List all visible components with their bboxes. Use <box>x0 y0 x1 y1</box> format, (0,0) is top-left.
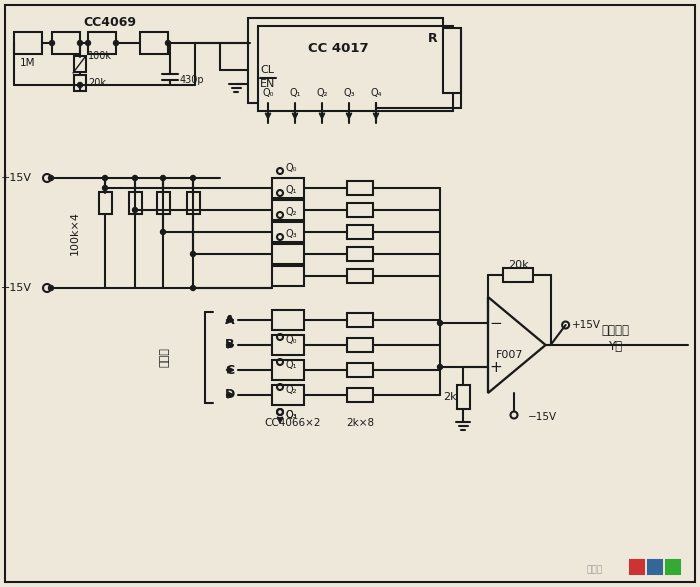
Text: EN: EN <box>260 79 275 89</box>
Circle shape <box>48 176 53 180</box>
Circle shape <box>190 176 195 180</box>
Bar <box>347 363 373 377</box>
Bar <box>129 192 141 214</box>
Bar <box>503 268 533 282</box>
Text: Q₂: Q₂ <box>286 385 297 395</box>
Text: 100k: 100k <box>88 51 112 61</box>
Text: 100k×4: 100k×4 <box>70 211 80 255</box>
Circle shape <box>132 207 137 212</box>
Text: 2k: 2k <box>443 392 457 402</box>
Text: CC4069: CC4069 <box>83 15 136 29</box>
Text: 至示波器: 至示波器 <box>601 323 629 336</box>
Circle shape <box>132 176 137 180</box>
Text: C: C <box>225 363 234 376</box>
Bar <box>88 32 116 54</box>
Bar <box>347 388 373 402</box>
Circle shape <box>165 41 171 46</box>
Text: R: R <box>428 32 438 45</box>
Circle shape <box>102 176 108 180</box>
Bar <box>52 32 80 54</box>
Text: CC4066×2: CC4066×2 <box>265 418 321 428</box>
Text: −15V: −15V <box>528 412 557 422</box>
Text: Q₂: Q₂ <box>316 88 328 98</box>
Text: 2k×8: 2k×8 <box>346 418 374 428</box>
Circle shape <box>438 365 442 369</box>
Text: F007: F007 <box>496 350 524 360</box>
Text: +: + <box>489 359 503 375</box>
Text: 430p: 430p <box>180 75 204 85</box>
Bar <box>258 26 453 111</box>
Text: Q₃: Q₃ <box>286 410 297 420</box>
Bar <box>648 560 662 574</box>
Text: Q₄: Q₄ <box>370 88 382 98</box>
Text: Q₁: Q₁ <box>286 360 297 370</box>
Bar <box>14 32 42 54</box>
Text: Y轴: Y轴 <box>608 340 622 353</box>
Text: D: D <box>225 389 235 402</box>
Circle shape <box>113 41 118 46</box>
Bar <box>272 335 304 355</box>
Bar <box>272 385 304 405</box>
Bar <box>272 222 304 242</box>
Text: −: − <box>489 315 503 330</box>
Bar <box>272 266 304 286</box>
Circle shape <box>50 41 55 46</box>
Bar <box>272 200 304 220</box>
Text: A: A <box>225 313 234 326</box>
Text: Q₁: Q₁ <box>289 88 301 98</box>
Bar <box>347 338 373 352</box>
Text: 1M: 1M <box>20 58 36 68</box>
Circle shape <box>78 83 83 87</box>
Circle shape <box>78 41 83 46</box>
Bar <box>186 192 200 214</box>
Text: CC 4017: CC 4017 <box>308 42 368 55</box>
Text: Q₁: Q₁ <box>286 185 297 195</box>
Bar <box>347 203 373 217</box>
Text: Q₀: Q₀ <box>262 88 274 98</box>
Bar <box>347 247 373 261</box>
Circle shape <box>190 285 195 291</box>
Text: CL: CL <box>260 65 274 75</box>
Circle shape <box>160 176 165 180</box>
Bar <box>272 360 304 380</box>
Circle shape <box>190 251 195 257</box>
Text: +15V: +15V <box>1 173 32 183</box>
Bar <box>347 225 373 239</box>
Bar <box>74 56 86 72</box>
Bar <box>347 269 373 283</box>
Circle shape <box>160 230 165 234</box>
Text: Q₃: Q₃ <box>286 410 297 420</box>
Circle shape <box>48 285 53 291</box>
Text: 输入端: 输入端 <box>160 348 170 367</box>
Bar <box>74 75 86 91</box>
Bar <box>456 385 470 409</box>
Bar <box>272 244 304 264</box>
Circle shape <box>102 185 108 191</box>
Bar <box>272 178 304 198</box>
Bar <box>666 560 680 574</box>
Text: Q₀: Q₀ <box>286 163 297 173</box>
Bar <box>347 181 373 195</box>
Text: Q₃: Q₃ <box>286 229 297 239</box>
Circle shape <box>438 321 442 326</box>
Circle shape <box>85 41 90 46</box>
Text: Q₂: Q₂ <box>286 207 297 217</box>
Bar <box>630 560 644 574</box>
Text: B: B <box>225 339 234 352</box>
Text: 技信图: 技信图 <box>587 565 603 575</box>
Text: Q₃: Q₃ <box>343 88 355 98</box>
Bar <box>157 192 169 214</box>
Bar <box>140 32 168 54</box>
Text: +15V: +15V <box>572 320 601 330</box>
Bar <box>272 310 304 330</box>
Text: Q₀: Q₀ <box>286 335 297 345</box>
Bar <box>443 28 461 93</box>
Bar <box>99 192 111 214</box>
Text: −15V: −15V <box>1 283 32 293</box>
Text: 20k: 20k <box>88 78 106 88</box>
Text: 20k: 20k <box>508 260 528 270</box>
Bar <box>347 313 373 327</box>
Bar <box>248 18 443 103</box>
